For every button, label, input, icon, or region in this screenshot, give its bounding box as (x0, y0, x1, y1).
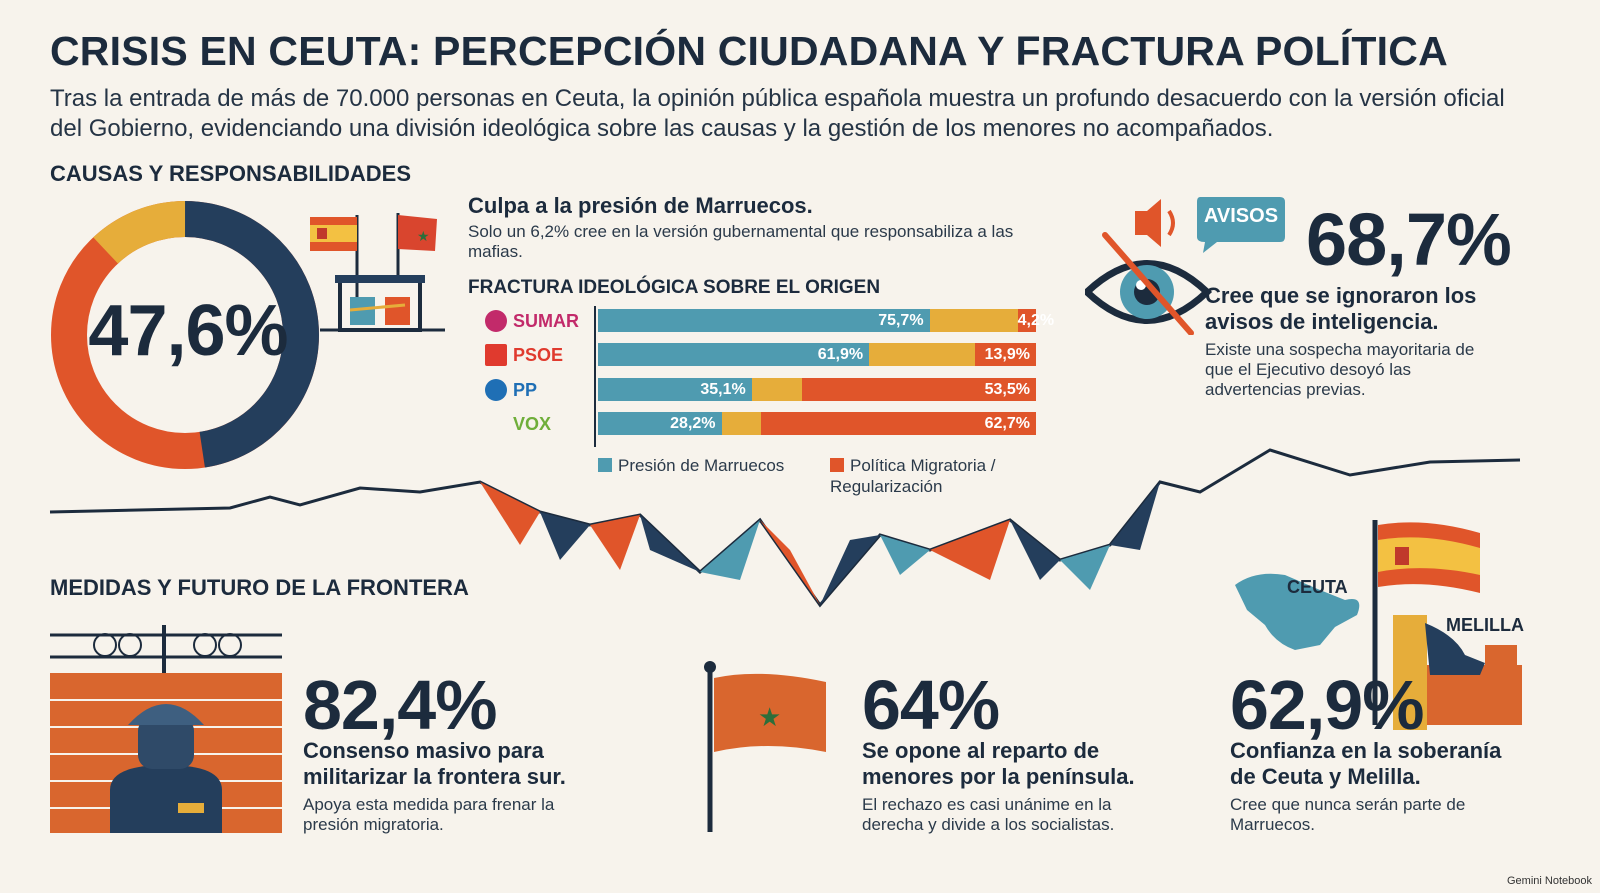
bar-politica: 53,5% (801, 378, 1036, 401)
morocco-flag-icon: ★ (704, 661, 826, 832)
bar-marruecos: 28,2% (598, 412, 722, 435)
intro-text: Tras la entrada de más de 70.000 persona… (50, 85, 1505, 142)
bar-marruecos: 35,1% (598, 378, 752, 401)
party-label-sumar: SUMAR (485, 310, 579, 332)
party-label-psoe: PSOE (485, 344, 563, 366)
party-label-vox: VOX (485, 413, 551, 435)
bar-other (869, 343, 976, 366)
militarize-headline: Consenso masivo para militarizar la fron… (303, 738, 566, 789)
militarize-detail: Apoya esta medida para frenar la presión… (303, 795, 555, 834)
militarize-value: 82,4% (303, 666, 497, 744)
page-title: CRISIS EN CEUTA: PERCEPCIÓN CIUDADANA Y … (50, 28, 1448, 74)
ceuta-melilla-map-icon (1235, 520, 1522, 730)
sovereignty-headline: Confianza en la soberanía de Ceuta y Mel… (1230, 738, 1502, 789)
bar-politica: 62,7% (761, 412, 1036, 435)
bar-row-psoe: 61,9% 13,9% (598, 343, 1036, 366)
party-logo-icon (485, 310, 507, 332)
party-name: PP (513, 379, 538, 400)
bar-other (929, 309, 1018, 332)
fracture-heading: FRACTURA IDEOLÓGICA SOBRE EL ORIGEN (468, 277, 881, 298)
fracture-divider-graphic (49, 448, 1521, 608)
minors-value: 64% (862, 666, 1000, 744)
ignored-warning-icon (1085, 197, 1285, 335)
donut-chart (51, 201, 319, 470)
party-logo-icon (485, 344, 507, 366)
party-label-pp: PP (485, 379, 537, 401)
intelligence-detail: Existe una sospecha mayoritaria de que e… (1205, 340, 1475, 399)
minors-headline: Se opone al reparto de menores por la pe… (862, 738, 1135, 789)
intelligence-headline: Cree que se ignoraron los avisos de inte… (1205, 283, 1477, 334)
bar-marruecos: 75,7% (598, 309, 930, 332)
watermark: Gemini Notebook (1507, 875, 1592, 887)
soldier-wall-icon (50, 625, 282, 833)
legend-marruecos: Presión de Marruecos (598, 455, 784, 476)
sovereignty-detail: Cree que nunca serán parte de Marruecos. (1230, 795, 1466, 834)
section-heading-measures: MEDIDAS Y FUTURO DE LA FRONTERA (50, 575, 469, 600)
party-logo-icon (485, 413, 507, 435)
bar-politica: 4,2% (1017, 309, 1054, 332)
bar-row-vox: 28,2% 62,7% (598, 412, 1036, 435)
party-name: PSOE (513, 344, 564, 365)
legend-swatch-politica (830, 458, 844, 472)
bar-row-sumar: 75,7% 4,2% (598, 309, 1054, 332)
bar-politica: 13,9% (975, 343, 1036, 366)
donut-accent-arc (51, 201, 319, 470)
legend-politica: Política Migratoria / Regularización (830, 456, 996, 496)
legend-swatch-marruecos (598, 458, 612, 472)
causes-detail: Solo un 6,2% cree en la versión gubernam… (468, 222, 1014, 261)
bar-marruecos: 61,9% (598, 343, 870, 366)
svg-text:★: ★ (417, 229, 430, 245)
map-label-ceuta: CEUTA (1287, 577, 1348, 597)
map-label-melilla: MELILLA (1446, 615, 1524, 635)
avisos-badge: AVISOS (1203, 205, 1279, 227)
party-name: VOX (513, 413, 552, 434)
bar-row-pp: 35,1% 53,5% (598, 378, 1036, 401)
party-name: SUMAR (513, 310, 579, 331)
bar-other (721, 412, 762, 435)
causes-headline: Culpa a la presión de Marruecos. (468, 193, 813, 218)
party-logo-icon (485, 379, 507, 401)
chart-axis (594, 306, 596, 447)
section-heading-causes: CAUSAS Y RESPONSABILIDADES (50, 161, 412, 186)
svg-text:★: ★ (758, 703, 781, 733)
minors-detail: El rechazo es casi unánime en la derecha… (862, 795, 1115, 834)
bar-other (751, 378, 802, 401)
sovereignty-value: 62,9% (1230, 666, 1424, 744)
intelligence-value: 68,7% (1306, 198, 1512, 281)
border-post-icon: ★ (310, 213, 445, 332)
donut-value: 47,6% (88, 291, 288, 371)
